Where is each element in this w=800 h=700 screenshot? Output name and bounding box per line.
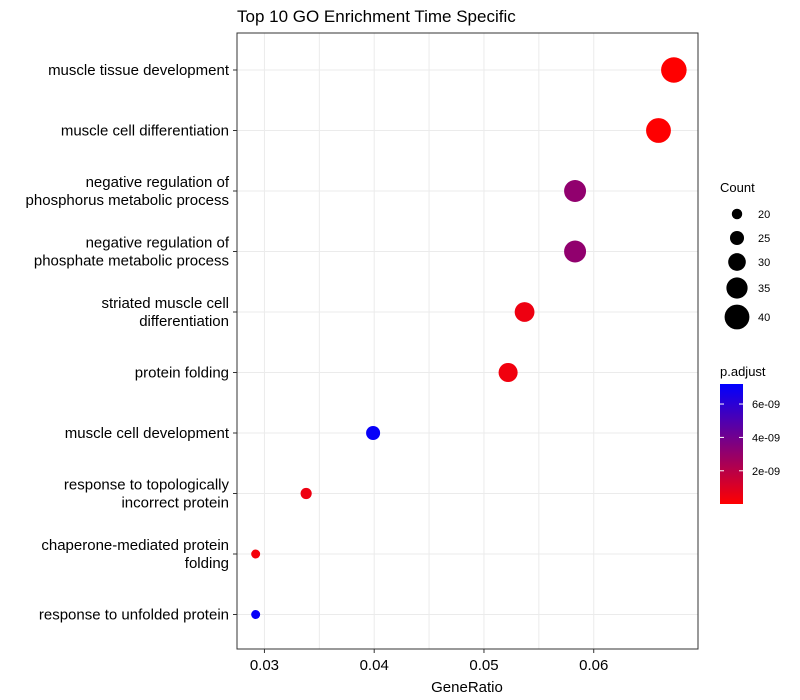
- y-category-label-line: phosphorus metabolic process: [26, 192, 229, 209]
- size-legend-title: Count: [720, 180, 755, 195]
- data-point: [514, 302, 535, 322]
- x-tick-label: 0.05: [469, 657, 498, 674]
- size-legend-dot: [724, 304, 750, 330]
- y-category-label: muscle cell differentiation: [61, 123, 229, 140]
- y-category-label: muscle cell development: [65, 425, 230, 442]
- y-category-label-line: striated muscle cell: [101, 295, 229, 312]
- color-legend-bar: [720, 384, 743, 504]
- size-legend-label: 40: [758, 312, 770, 324]
- color-legend-label: 6e-09: [752, 399, 780, 411]
- data-point: [564, 180, 587, 202]
- data-point: [564, 240, 587, 263]
- y-category-label-line: phosphate metabolic process: [34, 253, 229, 270]
- x-tick-label: 0.03: [250, 657, 279, 674]
- axes-layer: 0.03 0.04 0.05 0.06 muscle tissue developmen…: [26, 62, 609, 674]
- size-legend-dot: [726, 277, 748, 299]
- chart-title: Top 10 GO Enrichment Time Specific: [237, 7, 516, 26]
- y-category-label-line: protein folding: [135, 365, 229, 382]
- y-category-label: response to topologically incorrect prote…: [64, 477, 230, 512]
- data-point: [646, 118, 671, 143]
- data-point: [498, 362, 518, 383]
- x-tick-label: 0.06: [579, 657, 608, 674]
- color-legend-label: 2e-09: [752, 466, 780, 478]
- y-category-label-line: muscle cell development: [65, 425, 230, 442]
- size-legend-label: 30: [758, 257, 770, 269]
- panel-border: [236, 32, 699, 650]
- y-category-label: chaperone-mediated protein folding: [41, 537, 229, 572]
- data-point: [300, 487, 312, 500]
- grid-layer: [237, 33, 698, 649]
- y-category-label-line: response to topologically: [64, 477, 230, 494]
- y-category-label-line: muscle cell differentiation: [61, 123, 229, 140]
- y-category-label-line: muscle tissue development: [48, 62, 230, 79]
- size-legend-label: 20: [758, 209, 770, 221]
- y-category-label-line: chaperone-mediated protein: [41, 537, 229, 554]
- x-axis-title: GeneRatio: [431, 679, 503, 696]
- y-category-label-line: folding: [185, 555, 229, 572]
- y-category-label: negative regulation of phosphate metaboli…: [34, 235, 230, 270]
- data-point: [661, 57, 687, 83]
- y-category-label-line: differentiation: [139, 313, 229, 330]
- color-legend-label: 4e-09: [752, 432, 780, 444]
- size-legend-label: 25: [758, 233, 770, 245]
- y-category-label-line: negative regulation of: [86, 235, 230, 252]
- y-category-label: muscle tissue development: [48, 62, 230, 79]
- size-legend-label: 35: [758, 283, 770, 295]
- size-legend-dot: [728, 253, 746, 271]
- data-point: [366, 425, 381, 441]
- color-legend-title: p.adjust: [720, 364, 766, 379]
- y-category-label: negative regulation of phosphorus metabol…: [26, 174, 230, 209]
- legend-layer: Count p.adjust 20 25 30 35 40 2e-09 4e-09 6e-09: [720, 180, 780, 504]
- y-category-label: striated muscle cell differentiation: [101, 295, 229, 330]
- data-point: [251, 610, 261, 619]
- y-category-label: response to unfolded protein: [39, 607, 229, 624]
- points-layer: [251, 57, 687, 619]
- size-legend-dot: [731, 208, 743, 220]
- size-legend-dot: [729, 230, 745, 246]
- y-category-label-line: response to unfolded protein: [39, 607, 229, 624]
- x-tick-label: 0.04: [360, 657, 389, 674]
- y-category-label-line: incorrect protein: [121, 495, 229, 512]
- y-category-label-line: negative regulation of: [86, 174, 230, 191]
- y-category-label: protein folding: [135, 365, 229, 382]
- data-point: [251, 549, 261, 559]
